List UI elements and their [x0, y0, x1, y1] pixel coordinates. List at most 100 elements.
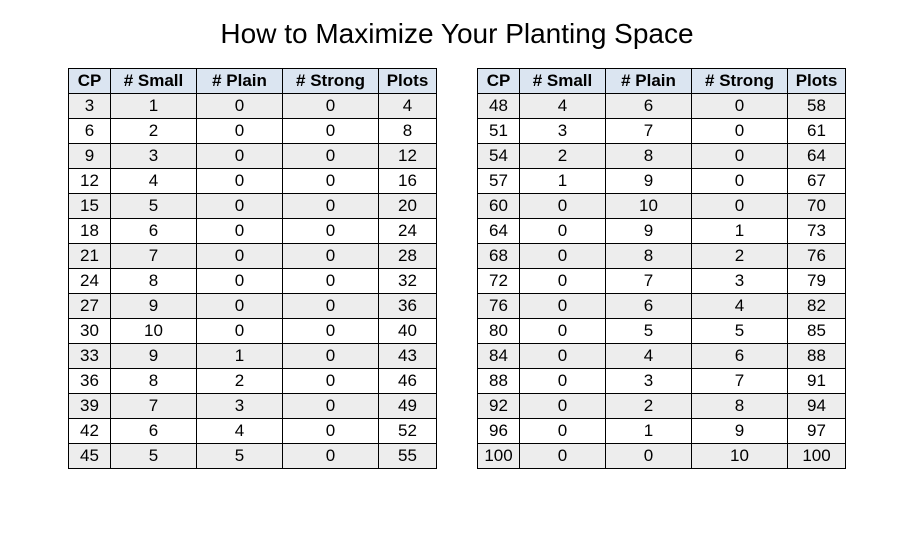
table-cell: 0: [520, 269, 606, 294]
table-cell: 7: [606, 119, 692, 144]
table-cell: 0: [197, 144, 283, 169]
table-cell: 0: [197, 169, 283, 194]
table-cell: 9: [111, 344, 197, 369]
table-cell: 84: [478, 344, 520, 369]
table-cell: 0: [197, 94, 283, 119]
table-cell: 9: [692, 419, 788, 444]
col-header-strong: # Strong: [692, 69, 788, 94]
table-cell: 61: [788, 119, 846, 144]
table-row: 9202894: [478, 394, 846, 419]
table-cell: 100: [788, 444, 846, 469]
table-cell: 30: [69, 319, 111, 344]
table-row: 930012: [69, 144, 437, 169]
table-row: 4846058: [478, 94, 846, 119]
table-cell: 43: [379, 344, 437, 369]
table-cell: 0: [283, 319, 379, 344]
table-cell: 0: [606, 444, 692, 469]
table-cell: 5: [111, 444, 197, 469]
table-cell: 42: [69, 419, 111, 444]
table-cell: 54: [478, 144, 520, 169]
table-cell: 8: [606, 144, 692, 169]
table-cell: 7: [111, 394, 197, 419]
table-cell: 39: [69, 394, 111, 419]
table-cell: 6: [111, 219, 197, 244]
table-cell: 9: [606, 219, 692, 244]
table-cell: 10: [606, 194, 692, 219]
table-cell: 18: [69, 219, 111, 244]
col-header-plain: # Plain: [197, 69, 283, 94]
table-row: 8404688: [478, 344, 846, 369]
table-row: 4264052: [69, 419, 437, 444]
table-cell: 88: [788, 344, 846, 369]
table-row: 1550020: [69, 194, 437, 219]
table-cell: 5: [692, 319, 788, 344]
table-cell: 0: [283, 344, 379, 369]
table-cell: 40: [379, 319, 437, 344]
table-cell: 0: [520, 394, 606, 419]
table-row: 1860024: [69, 219, 437, 244]
col-header-plain: # Plain: [606, 69, 692, 94]
table-row: 8005585: [478, 319, 846, 344]
table-cell: 0: [197, 219, 283, 244]
table-cell: 8: [379, 119, 437, 144]
table-cell: 67: [788, 169, 846, 194]
table-cell: 0: [283, 169, 379, 194]
table-cell: 9: [606, 169, 692, 194]
table-cell: 92: [478, 394, 520, 419]
table-cell: 28: [379, 244, 437, 269]
table-cell: 6: [606, 294, 692, 319]
table-cell: 0: [283, 394, 379, 419]
table-cell: 85: [788, 319, 846, 344]
table-row: 6409173: [478, 219, 846, 244]
table-row: 1000010100: [478, 444, 846, 469]
table-row: 2170028: [69, 244, 437, 269]
col-header-small: # Small: [520, 69, 606, 94]
table-row: 2790036: [69, 294, 437, 319]
table-cell: 2: [606, 394, 692, 419]
table-cell: 4: [379, 94, 437, 119]
table-cell: 79: [788, 269, 846, 294]
table-cell: 82: [788, 294, 846, 319]
table-cell: 0: [197, 244, 283, 269]
table-cell: 6: [69, 119, 111, 144]
table-cell: 4: [197, 419, 283, 444]
table-cell: 1: [197, 344, 283, 369]
table-cell: 33: [69, 344, 111, 369]
table-cell: 72: [478, 269, 520, 294]
table-cell: 6: [111, 419, 197, 444]
table-row: 2480032: [69, 269, 437, 294]
table-cell: 5: [606, 319, 692, 344]
table-cell: 91: [788, 369, 846, 394]
table-cell: 3: [520, 119, 606, 144]
table-cell: 8: [692, 394, 788, 419]
table-cell: 0: [283, 244, 379, 269]
table-row: 3973049: [69, 394, 437, 419]
col-header-strong: # Strong: [283, 69, 379, 94]
table-cell: 0: [197, 194, 283, 219]
table-cell: 12: [379, 144, 437, 169]
table-row: 1240016: [69, 169, 437, 194]
right-table: CP # Small # Plain # Strong Plots 484605…: [477, 68, 846, 469]
tables-container: CP # Small # Plain # Strong Plots 310046…: [0, 68, 914, 469]
table-header-row: CP # Small # Plain # Strong Plots: [478, 69, 846, 94]
col-header-plots: Plots: [788, 69, 846, 94]
table-cell: 36: [69, 369, 111, 394]
table-cell: 5: [111, 194, 197, 219]
table-cell: 2: [197, 369, 283, 394]
table-cell: 64: [788, 144, 846, 169]
table-cell: 73: [788, 219, 846, 244]
table-cell: 5: [197, 444, 283, 469]
table-cell: 100: [478, 444, 520, 469]
table-cell: 64: [478, 219, 520, 244]
table-cell: 3: [111, 144, 197, 169]
table-cell: 0: [197, 294, 283, 319]
table-cell: 24: [379, 219, 437, 244]
table-row: 5428064: [478, 144, 846, 169]
page: How to Maximize Your Planting Space CP #…: [0, 0, 914, 538]
table-cell: 51: [478, 119, 520, 144]
table-cell: 0: [692, 119, 788, 144]
table-row: 3682046: [69, 369, 437, 394]
table-cell: 20: [379, 194, 437, 219]
table-cell: 24: [69, 269, 111, 294]
table-cell: 3: [606, 369, 692, 394]
